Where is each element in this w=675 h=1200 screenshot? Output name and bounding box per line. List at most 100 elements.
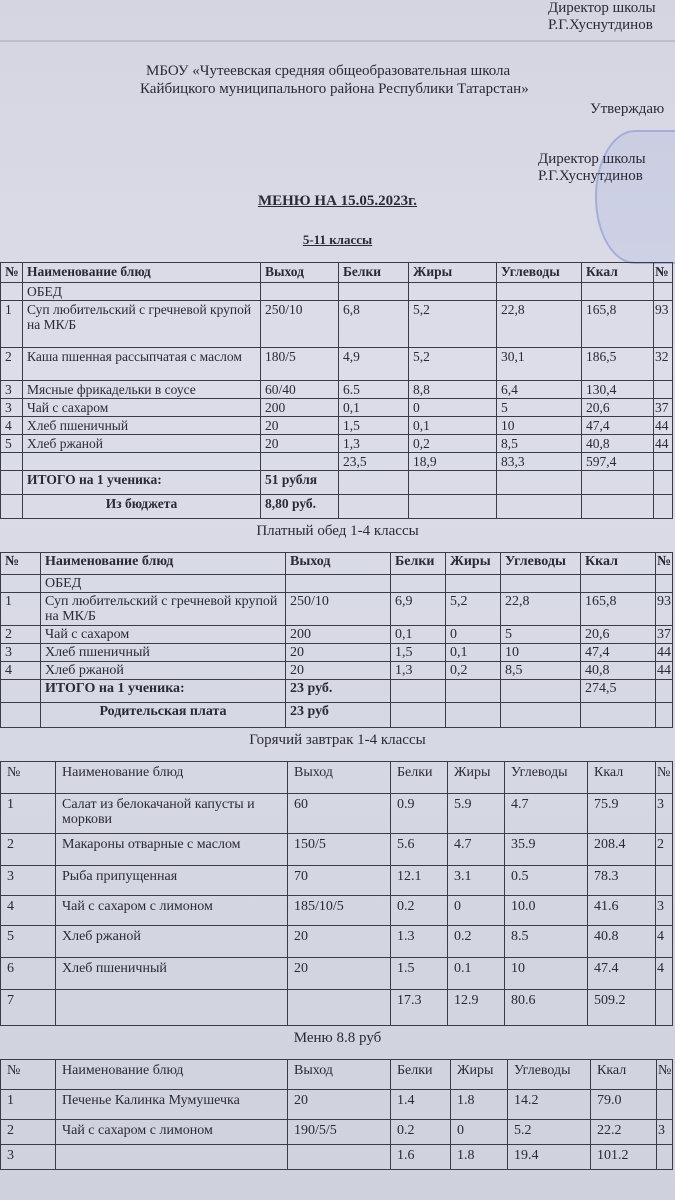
column-header: Наименование блюд — [55, 1059, 288, 1090]
table-cell: 200 — [260, 398, 339, 417]
table-row: 3 Чай с сахаром 200 0,1 0 5 20,6 37 — [0, 398, 673, 417]
table-cell: 5 — [0, 925, 56, 958]
table-cell: 40,8 — [581, 434, 654, 453]
column-header: № — [0, 262, 23, 283]
table-row: 2 Чай с сахаром 200 0,1 0 5 20,6 37 — [0, 625, 673, 644]
table-cell: 165,8 — [580, 592, 656, 626]
table-cell: 79.0 — [590, 1089, 657, 1120]
table-cell: 1,5 — [338, 416, 409, 435]
table-cell: 0,1 — [408, 416, 497, 435]
table-cell — [390, 574, 446, 593]
column-header: Углеводы — [500, 552, 581, 575]
table-cell: Хлеб пшеничный — [55, 957, 288, 990]
table-row: 2 Каша пшенная рассыпчатая с маслом 180/5 4… — [0, 347, 673, 381]
table-header-row: № Наименование блюд Выход Белки Жиры Углеводы… — [0, 262, 673, 283]
table-cell — [655, 989, 673, 1026]
table-cell: 20 — [287, 1089, 391, 1120]
table-cell: 200 — [285, 625, 391, 644]
table-cell — [0, 679, 41, 703]
column-header: Наименование блюд — [22, 262, 261, 283]
column-header: Наименование блюд — [40, 552, 286, 575]
table-cell: 78.3 — [587, 865, 656, 896]
table-cell: 6,9 — [390, 592, 446, 626]
table-cell: 0,1 — [390, 625, 446, 644]
table-cell: 2 — [0, 833, 56, 866]
table-cell: 40.8 — [587, 925, 656, 958]
table-cell: 1 — [0, 1089, 56, 1120]
table-cell: 1.8 — [450, 1144, 508, 1170]
table-cell: 0,1 — [338, 398, 409, 417]
page-subtitle: 5-11 классы — [302, 232, 373, 247]
top-director-label: Директор школы — [548, 0, 656, 16]
table-cell — [653, 470, 673, 495]
table-cell: 4,9 — [338, 347, 409, 381]
table-cell: 8,8 — [408, 380, 497, 399]
table-cell: 30,1 — [496, 347, 582, 381]
table-cell: 75.9 — [587, 793, 656, 834]
table-header-row: № Наименование блюд Выход Белки Жиры Углеводы… — [0, 552, 673, 575]
column-header: № — [653, 262, 673, 283]
table-cell — [581, 470, 654, 495]
table-cell: Хлеб ржаной — [55, 925, 288, 958]
table-cell — [285, 574, 391, 593]
table-cell: 93 — [653, 300, 673, 348]
table-cell: Рыба припущенная — [55, 865, 288, 896]
table-cell: 93 — [655, 592, 673, 626]
table-cell: 35.9 — [504, 833, 588, 866]
column-header: Углеводы — [504, 761, 588, 794]
table-cell: Чай с сахаром с лимоном — [55, 1119, 288, 1145]
column-header: № — [655, 761, 673, 794]
table-cell: 1.3 — [390, 925, 448, 958]
table-cell — [581, 494, 654, 519]
table-cell: 44 — [653, 434, 673, 453]
table-cell: 20,6 — [581, 398, 654, 417]
table-row: Из бюджета 8,80 руб. — [0, 494, 673, 519]
table-cell: 5,2 — [445, 592, 501, 626]
table-cell: 190/5/5 — [287, 1119, 391, 1145]
table-cell — [55, 989, 288, 1026]
column-header: Белки — [390, 761, 448, 794]
table-cell: 0.1 — [447, 957, 505, 990]
table-cell: 509.2 — [587, 989, 656, 1026]
menu-table: № Наименование блюд Выход Белки Жиры Углеводы… — [0, 1059, 673, 1170]
column-header: Выход — [287, 1059, 391, 1090]
table-row: 4 Чай с сахаром с лимоном 185/10/5 0.2 0 10.0… — [0, 895, 673, 926]
column-header: № — [656, 1059, 673, 1090]
column-header: № — [0, 552, 41, 575]
table-cell: ИТОГО на 1 ученика: — [22, 470, 261, 495]
column-header: № — [0, 1059, 56, 1090]
table-cell: 3 — [0, 380, 23, 399]
table-cell — [55, 1144, 288, 1170]
table-row: 2 Макароны отварные с маслом 150/5 5.6 4.7 35… — [0, 833, 673, 866]
table-cell: 7 — [0, 989, 56, 1026]
table-cell: 0 — [447, 895, 505, 926]
table-cell — [338, 282, 409, 301]
table-cell: 3 — [0, 1144, 56, 1170]
table-cell: 186,5 — [581, 347, 654, 381]
table-cell: 8,80 руб. — [260, 494, 339, 519]
table-cell: 0.5 — [504, 865, 588, 896]
table-cell: 0 — [450, 1119, 508, 1145]
table-caption: Меню 8.8 руб — [293, 1030, 382, 1046]
table-cell: 597,4 — [581, 452, 654, 471]
table-cell: 20 — [287, 925, 391, 958]
table-cell: 23,5 — [338, 452, 409, 471]
table-cell — [287, 989, 391, 1026]
table-cell — [655, 865, 673, 896]
table-cell: 60/40 — [260, 380, 339, 399]
table-row: 1 Суп любительский с гречневой крупой на … — [0, 592, 673, 626]
table-cell: 3.1 — [447, 865, 505, 896]
table-caption: Горячий завтрак 1-4 классы — [249, 732, 426, 748]
table-cell: 274,5 — [580, 679, 656, 703]
column-header: Ккал — [587, 761, 656, 794]
table-cell: 10 — [504, 957, 588, 990]
table-cell: 47,4 — [580, 643, 656, 662]
column-header: Жиры — [408, 262, 497, 283]
table-cell: 0 — [445, 625, 501, 644]
table-row: ОБЕД — [0, 574, 673, 593]
table-cell — [0, 282, 23, 301]
column-header: № — [655, 552, 673, 575]
table-cell: 4 — [0, 895, 56, 926]
table-cell: 14.2 — [507, 1089, 591, 1120]
table-cell: 22,8 — [500, 592, 581, 626]
